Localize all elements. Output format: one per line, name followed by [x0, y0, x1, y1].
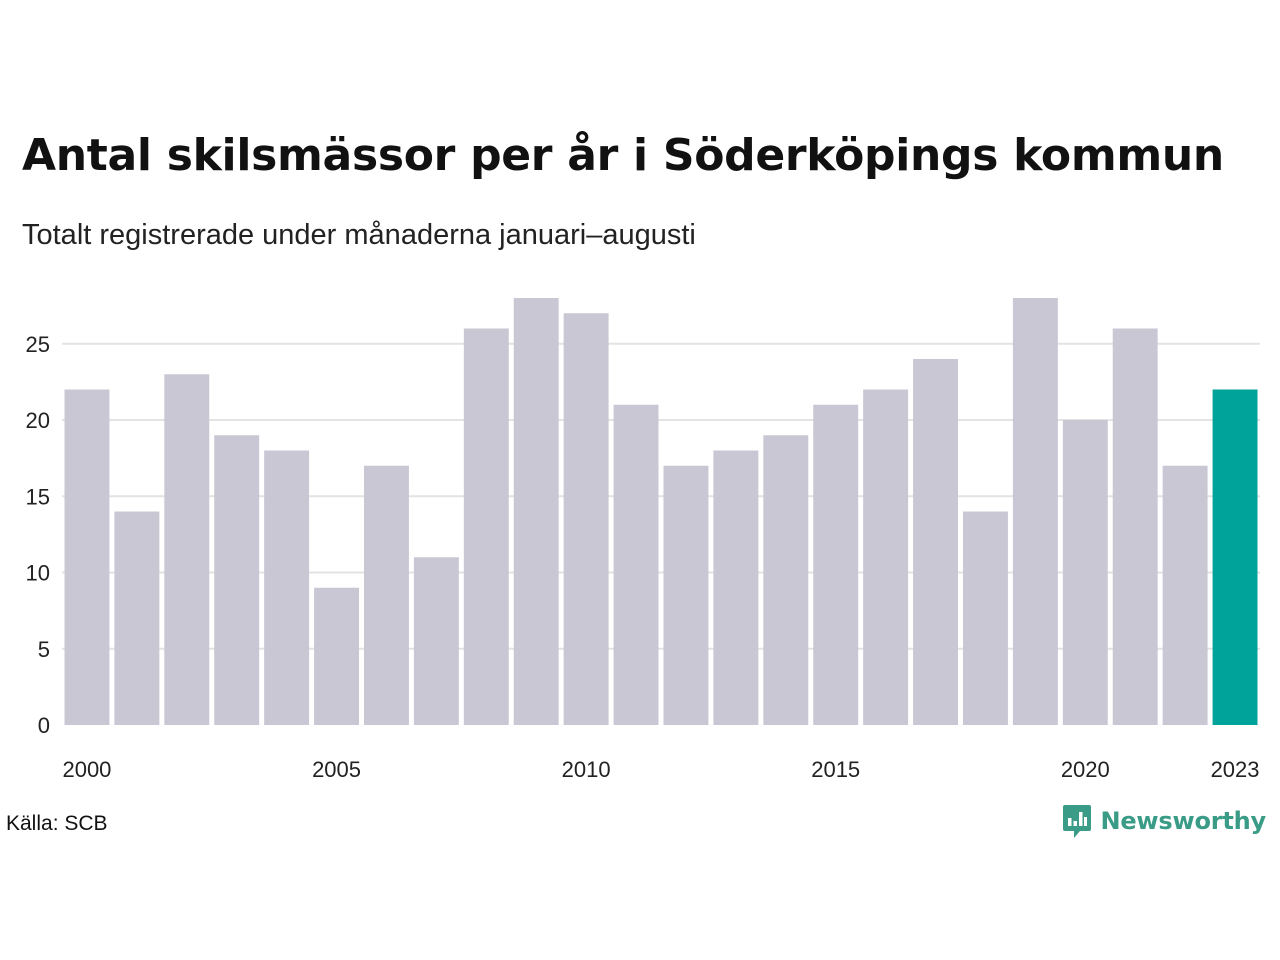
y-tick-label: 10 [26, 561, 50, 586]
bar-2002 [164, 374, 210, 725]
x-axis-tick-labels: 2000 2005 2010 2015 2020 2023 [62, 757, 1259, 782]
bar-2008 [463, 328, 509, 725]
bar-2020 [1062, 420, 1108, 725]
bar-2017 [913, 359, 958, 725]
bar-chart: 0 5 10 15 20 25 2000 2005 2010 2015 2020 2023 [26, 298, 1260, 782]
chart-title: Antal skilsmässor per år i Söderköpings … [22, 130, 1224, 181]
bar-2007 [413, 557, 459, 725]
bar-2018 [963, 511, 1008, 725]
bar-2014 [763, 435, 809, 725]
bar-2022 [1162, 465, 1208, 725]
chart-subtitle: Totalt registrerade under månaderna janu… [22, 219, 696, 251]
bar-2023 [1212, 389, 1258, 725]
x-tick-label: 2023 [1211, 757, 1260, 782]
bar-2011 [613, 404, 659, 725]
bar-2016 [863, 389, 909, 725]
bar-2005 [314, 587, 359, 725]
x-tick-label: 2020 [1061, 757, 1110, 782]
x-tick-label: 2000 [62, 757, 111, 782]
y-tick-label: 20 [26, 408, 50, 433]
bar-2012 [663, 465, 709, 725]
grid-lines [62, 342, 1260, 650]
source-note: Källa: SCB [6, 812, 108, 835]
x-tick-label: 2005 [312, 757, 361, 782]
bar-2019 [1012, 298, 1058, 725]
bar-2013 [713, 450, 759, 725]
brand-logo: Newsworthy [1062, 803, 1266, 839]
bar-2003 [214, 435, 260, 725]
y-tick-label: 0 [38, 713, 50, 738]
bar-2009 [513, 298, 559, 725]
bar-2004 [264, 450, 310, 725]
y-tick-label: 25 [26, 332, 50, 357]
x-tick-label: 2010 [562, 757, 611, 782]
bar-2001 [114, 511, 160, 725]
bar-2010 [563, 313, 609, 725]
y-tick-label: 5 [38, 637, 50, 662]
y-tick-label: 15 [26, 484, 50, 509]
brand-name: Newsworthy [1100, 807, 1266, 835]
y-axis-tick-labels: 0 5 10 15 20 25 [26, 332, 50, 738]
bar-2000 [64, 389, 110, 725]
bar-2015 [813, 404, 859, 725]
bar-2021 [1112, 328, 1158, 725]
bar-2006 [364, 465, 409, 725]
bars [64, 298, 1258, 725]
x-tick-label: 2015 [811, 757, 860, 782]
bar-chart-speech-bubble-icon [1063, 805, 1092, 838]
